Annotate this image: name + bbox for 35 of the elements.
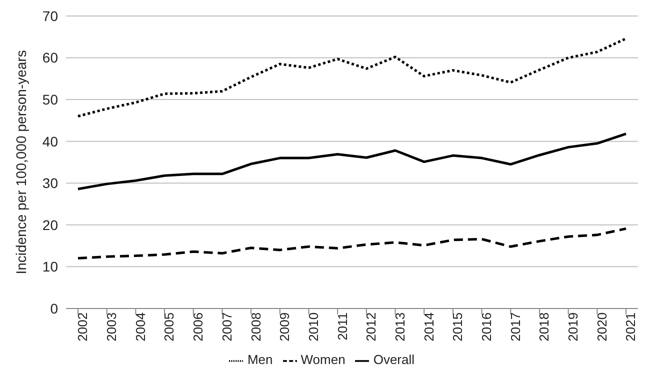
x-tick-label: 2020	[594, 312, 610, 342]
x-tick-label: 2016	[479, 312, 494, 342]
x-tick-label: 2014	[421, 312, 436, 342]
x-tick-label: 2003	[104, 312, 120, 342]
y-tick-label: 40	[42, 133, 58, 150]
x-tick-label: 2018	[536, 312, 552, 342]
x-tick-label: 2007	[219, 312, 234, 342]
x-tick-label: 2015	[450, 312, 466, 342]
y-axis-title: Incidence per 100,000 person-years	[12, 50, 29, 274]
y-tick-label: 10	[42, 258, 58, 275]
x-tick-label: 2021	[623, 312, 638, 342]
x-tick-label: 2002	[75, 312, 90, 342]
x-tick-label: 2005	[162, 312, 177, 342]
legend-label: Men	[247, 352, 273, 368]
y-tick-label: 0	[50, 300, 58, 316]
x-tick-label: 2017	[508, 312, 523, 342]
x-tick-label: 2004	[132, 312, 148, 342]
x-tick-label: 2011	[334, 312, 350, 340]
y-tick-label: 30	[42, 175, 58, 192]
x-tick-label: 2019	[566, 312, 581, 342]
x-tick-label: 2012	[364, 312, 379, 342]
line-series	[76, 37, 628, 118]
x-tick-label: 2008	[248, 312, 264, 342]
x-tick-label: 2009	[277, 312, 292, 342]
y-tick-label: 70	[42, 8, 58, 24]
line-series	[76, 227, 628, 260]
x-tick-label: 2010	[306, 312, 321, 342]
y-tick-label: 20	[42, 216, 58, 233]
line-series	[76, 132, 628, 190]
y-tick-label: 50	[42, 92, 58, 108]
legend-label: Women	[300, 352, 346, 368]
legend-label: Overall	[373, 352, 415, 368]
y-tick-label: 60	[42, 50, 58, 66]
x-tick-label: 2006	[190, 312, 206, 342]
x-tick-label: 2013	[392, 312, 408, 342]
